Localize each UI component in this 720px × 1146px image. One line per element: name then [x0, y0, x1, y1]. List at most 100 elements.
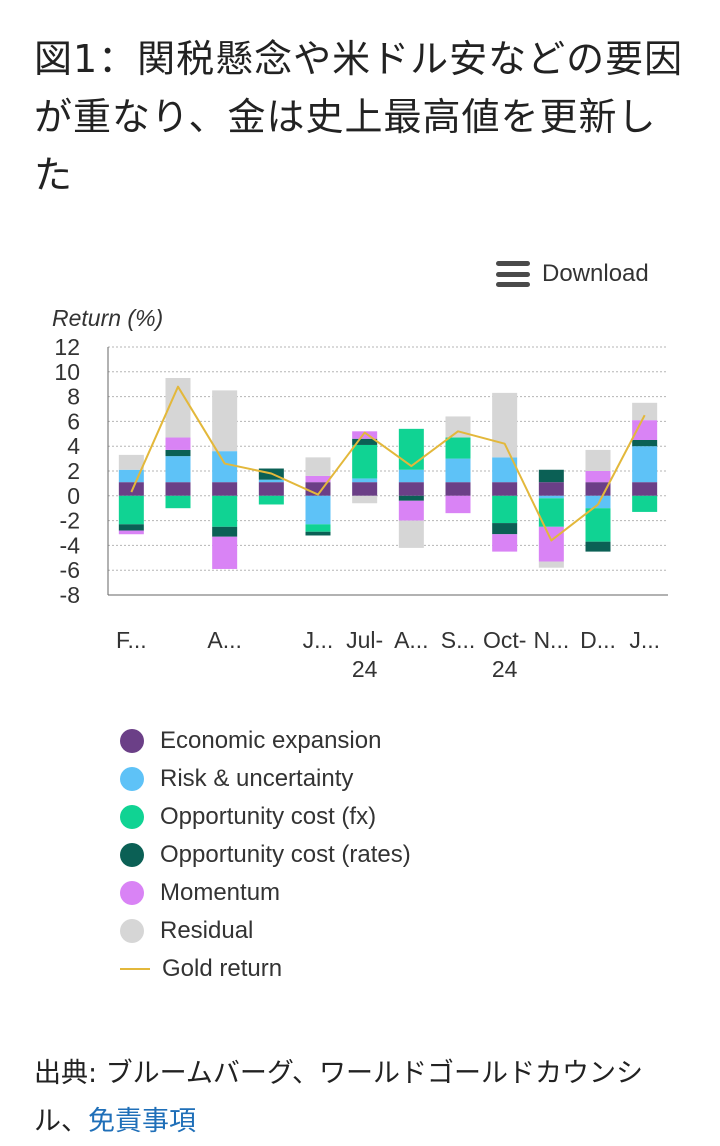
bar-segment: [446, 438, 471, 459]
bar-segment: [492, 534, 517, 551]
bar-segment: [259, 496, 284, 505]
legend-item[interactable]: Economic expansion: [120, 722, 411, 760]
download-button[interactable]: Download: [496, 256, 649, 292]
legend-dot-swatch: [120, 881, 144, 905]
gold-return-line: [131, 387, 644, 541]
x-tick-label: Oct-24: [483, 627, 526, 682]
x-tick-label: N...: [533, 627, 569, 653]
bar-segment: [119, 524, 144, 530]
chart-title: 図1：関税懸念や米ドル安などの要因が重なり、金は史上最高値を更新した: [34, 30, 684, 204]
legend-label: Gold return: [162, 955, 282, 983]
legend-item[interactable]: Opportunity cost (fx): [120, 798, 411, 836]
y-tick-label: -2: [60, 508, 80, 534]
y-tick-label: 6: [67, 408, 80, 434]
bar-segment: [632, 496, 657, 512]
legend-label: Economic expansion: [160, 727, 381, 755]
legend-dot-swatch: [120, 767, 144, 791]
bar-segment: [632, 440, 657, 446]
y-tick-label: 0: [67, 483, 80, 509]
legend-label: Residual: [160, 917, 253, 945]
bar-segment: [212, 527, 237, 537]
bar-segment: [399, 482, 424, 496]
bar-segment: [632, 403, 657, 420]
bar-segment: [446, 459, 471, 483]
bar-segment: [399, 501, 424, 521]
bar-segment: [259, 482, 284, 496]
x-tick-label: J...: [303, 627, 334, 653]
disclaimer-link[interactable]: 免責事項: [88, 1106, 196, 1137]
legend-label: Momentum: [160, 879, 280, 907]
y-tick-label: -8: [60, 582, 80, 608]
download-label: Download: [542, 260, 649, 288]
bar-segment: [492, 393, 517, 457]
bar-segment: [446, 496, 471, 513]
source-note: 出典: ブルームバーグ、ワールドゴールドカウンシル、免責事項: [34, 1050, 684, 1146]
x-tick-label: J...: [629, 627, 660, 653]
bar-segment: [119, 455, 144, 470]
bar-segment: [586, 508, 611, 541]
legend-item[interactable]: Residual: [120, 912, 411, 950]
bar-segment: [166, 438, 191, 450]
bar-segment: [212, 390, 237, 451]
bar-segment: [399, 521, 424, 548]
chart-legend: Economic expansion Risk & uncertainty Oppo…: [120, 722, 411, 988]
bar-segment: [352, 482, 377, 496]
legend-label: Opportunity cost (rates): [160, 841, 411, 869]
bar-segment: [539, 482, 564, 496]
legend-item[interactable]: Momentum: [120, 874, 411, 912]
y-tick-label: -4: [60, 532, 81, 558]
bar-segment: [632, 446, 657, 482]
legend-line-swatch: [120, 968, 150, 970]
bar-segment: [119, 496, 144, 525]
bar-segment: [632, 482, 657, 496]
bar-segment: [259, 480, 284, 482]
bar-segment: [539, 562, 564, 568]
y-tick-label: 2: [67, 458, 80, 484]
x-tick-label: A...: [394, 627, 429, 653]
bar-segment: [212, 451, 237, 482]
bar-segment: [446, 482, 471, 496]
x-tick-label: D...: [580, 627, 616, 653]
bar-segment: [212, 482, 237, 496]
bar-segment: [166, 496, 191, 508]
bar-segment: [306, 457, 331, 476]
legend-dot-swatch: [120, 919, 144, 943]
bar-segment: [539, 527, 564, 562]
bar-segment: [492, 482, 517, 496]
bar-segment: [352, 445, 377, 478]
legend-label: Opportunity cost (fx): [160, 803, 376, 831]
bar-segment: [399, 496, 424, 501]
menu-icon: [496, 261, 530, 287]
bar-segment: [212, 537, 237, 569]
legend-dot-swatch: [120, 805, 144, 829]
stacked-bar-chart: Return (%)121086420-2-4-6-8F...A...J...J…: [0, 295, 720, 700]
legend-label: Risk & uncertainty: [160, 765, 353, 793]
legend-dot-swatch: [120, 843, 144, 867]
bar-segment: [166, 450, 191, 456]
bar-segment: [492, 496, 517, 523]
bar-segment: [166, 456, 191, 482]
legend-item[interactable]: Gold return: [120, 950, 411, 988]
bar-segment: [586, 496, 611, 508]
bar-segment: [492, 523, 517, 534]
bar-segment: [399, 429, 424, 470]
x-tick-label: F...: [116, 627, 147, 653]
bar-segment: [306, 496, 331, 525]
bar-segment: [352, 496, 377, 503]
y-tick-label: 12: [54, 334, 80, 360]
bar-segment: [166, 482, 191, 496]
bar-segment: [352, 478, 377, 482]
x-tick-label: A...: [207, 627, 242, 653]
bar-segment: [119, 531, 144, 535]
legend-dot-swatch: [120, 729, 144, 753]
y-axis-title: Return (%): [52, 305, 163, 331]
bar-segment: [306, 532, 331, 536]
bar-segment: [119, 482, 144, 496]
legend-item[interactable]: Opportunity cost (rates): [120, 836, 411, 874]
y-tick-label: 4: [67, 433, 80, 459]
bar-segment: [212, 496, 237, 527]
x-tick-label: S...: [441, 627, 476, 653]
legend-item[interactable]: Risk & uncertainty: [120, 760, 411, 798]
y-tick-label: 10: [54, 359, 80, 385]
bar-segment: [539, 470, 564, 482]
